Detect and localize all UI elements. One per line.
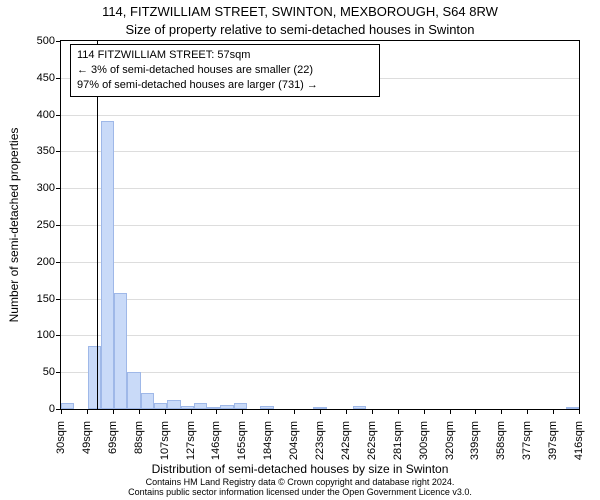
y-tick-mark — [56, 335, 61, 336]
y-tick-label: 100 — [5, 329, 55, 341]
histogram-bar — [181, 406, 194, 409]
x-tick-mark — [475, 409, 476, 414]
histogram-bar — [127, 372, 140, 409]
histogram-bar — [260, 406, 273, 409]
x-tick-mark — [501, 409, 502, 414]
y-tick-label: 50 — [5, 366, 55, 378]
x-tick-mark — [61, 409, 62, 414]
x-tick-mark — [294, 409, 295, 414]
y-tick-mark — [56, 151, 61, 152]
y-tick-label: 200 — [5, 256, 55, 268]
histogram-bar — [167, 400, 180, 409]
footer-line-2: Contains public sector information licen… — [0, 488, 600, 498]
y-tick-label: 350 — [5, 145, 55, 157]
footer: Contains HM Land Registry data © Crown c… — [0, 478, 600, 498]
y-tick-label: 0 — [5, 403, 55, 415]
x-tick-mark — [242, 409, 243, 414]
y-tick-mark — [56, 115, 61, 116]
gridline — [61, 188, 579, 189]
x-tick-mark — [113, 409, 114, 414]
info-line-2: ← 3% of semi-detached houses are smaller… — [77, 63, 373, 78]
histogram-bar — [234, 403, 247, 409]
histogram-bar — [88, 346, 101, 409]
histogram-bar — [141, 393, 154, 409]
gridline — [61, 225, 579, 226]
histogram-bar — [61, 403, 74, 409]
chart-title-main: 114, FITZWILLIAM STREET, SWINTON, MEXBOR… — [0, 4, 600, 19]
info-box: 114 FITZWILLIAM STREET: 57sqm ← 3% of se… — [70, 44, 380, 97]
y-tick-mark — [56, 225, 61, 226]
x-axis-label: Distribution of semi-detached houses by … — [0, 462, 600, 476]
chart-title-sub: Size of property relative to semi-detach… — [0, 22, 600, 37]
histogram-chart: 114, FITZWILLIAM STREET, SWINTON, MEXBOR… — [0, 0, 600, 500]
gridline — [61, 335, 579, 336]
x-tick-mark — [87, 409, 88, 414]
y-tick-label: 250 — [5, 219, 55, 231]
x-tick-mark — [139, 409, 140, 414]
x-tick-mark — [579, 409, 580, 414]
histogram-bar — [566, 407, 579, 409]
y-tick-label: 500 — [5, 35, 55, 47]
gridline — [61, 115, 579, 116]
x-tick-mark — [268, 409, 269, 414]
histogram-bar — [114, 293, 127, 409]
x-tick-mark — [191, 409, 192, 414]
y-tick-mark — [56, 78, 61, 79]
x-tick-mark — [553, 409, 554, 414]
histogram-bar — [101, 121, 114, 410]
x-tick-mark — [450, 409, 451, 414]
x-tick-mark — [527, 409, 528, 414]
y-tick-mark — [56, 41, 61, 42]
info-line-3: 97% of semi-detached houses are larger (… — [77, 78, 373, 93]
y-tick-label: 400 — [5, 109, 55, 121]
gridline — [61, 299, 579, 300]
y-tick-label: 450 — [5, 72, 55, 84]
y-tick-mark — [56, 188, 61, 189]
y-tick-label: 150 — [5, 293, 55, 305]
histogram-bar — [353, 406, 366, 409]
x-tick-mark — [165, 409, 166, 414]
y-tick-label: 300 — [5, 182, 55, 194]
histogram-bar — [207, 407, 220, 409]
gridline — [61, 151, 579, 152]
info-line-1: 114 FITZWILLIAM STREET: 57sqm — [77, 48, 373, 63]
gridline — [61, 262, 579, 263]
y-tick-mark — [56, 299, 61, 300]
x-tick-mark — [346, 409, 347, 414]
x-tick-mark — [320, 409, 321, 414]
histogram-bar — [220, 405, 233, 409]
y-tick-mark — [56, 262, 61, 263]
y-tick-mark — [56, 372, 61, 373]
x-tick-mark — [424, 409, 425, 414]
histogram-bar — [194, 403, 207, 409]
x-tick-mark — [398, 409, 399, 414]
x-tick-mark — [216, 409, 217, 414]
x-tick-mark — [372, 409, 373, 414]
